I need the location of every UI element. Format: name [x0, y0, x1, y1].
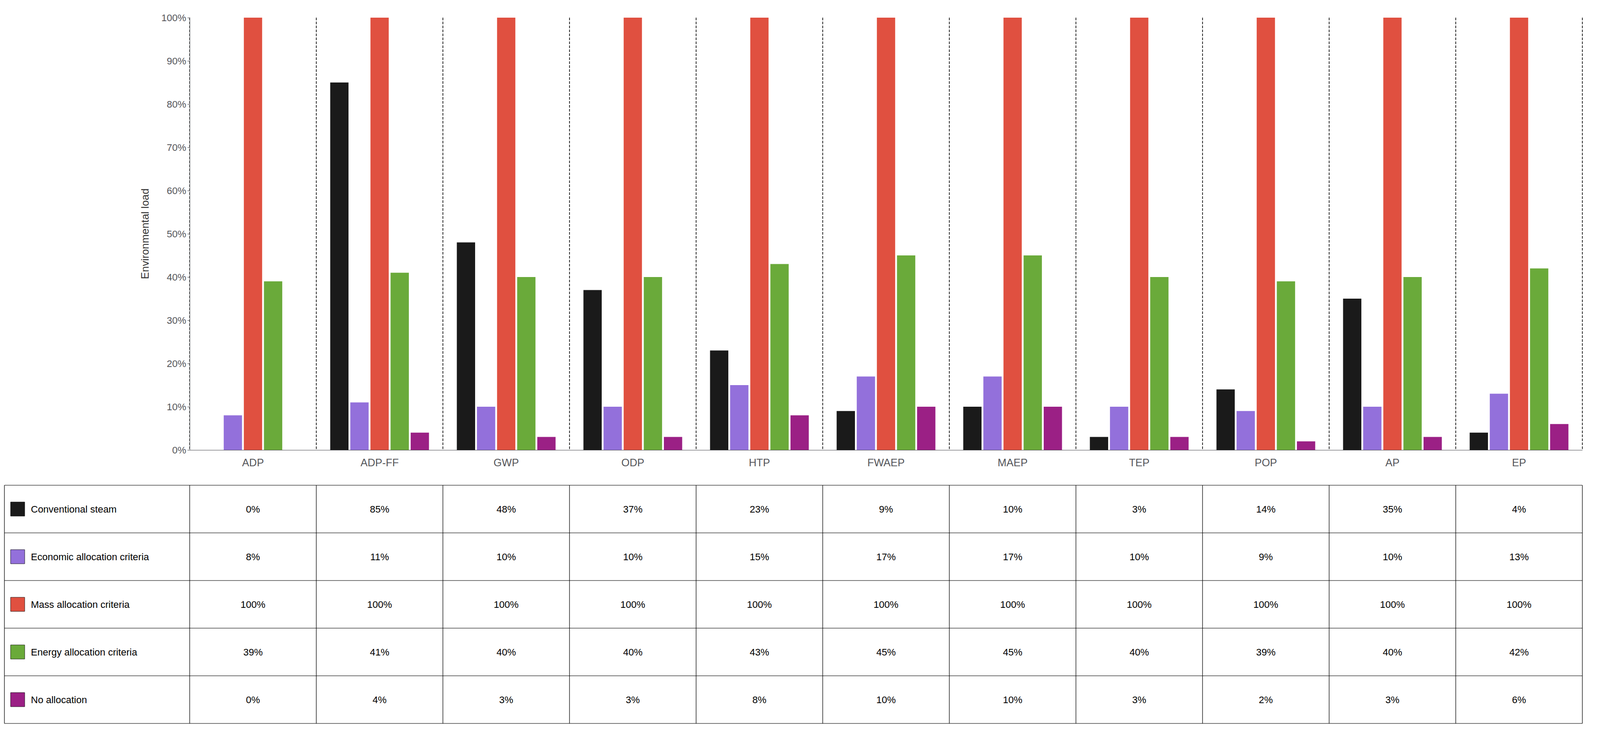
svg-text:TEP: TEP — [1128, 456, 1150, 469]
svg-text:48%: 48% — [496, 503, 516, 515]
svg-text:0%: 0% — [246, 503, 261, 515]
svg-text:10%: 10% — [1002, 694, 1023, 706]
svg-text:17%: 17% — [1002, 551, 1023, 563]
svg-text:15%: 15% — [749, 551, 769, 563]
svg-text:100%: 100% — [1126, 599, 1152, 611]
svg-text:50%: 50% — [166, 228, 187, 240]
svg-text:100%: 100% — [493, 599, 519, 611]
svg-text:100%: 100% — [1000, 599, 1025, 611]
svg-text:9%: 9% — [1259, 551, 1274, 563]
svg-text:ODP: ODP — [621, 456, 645, 469]
svg-text:100%: 100% — [620, 599, 645, 611]
svg-text:30%: 30% — [166, 314, 187, 326]
svg-text:60%: 60% — [166, 185, 187, 197]
svg-text:10%: 10% — [622, 551, 643, 563]
svg-text:23%: 23% — [749, 503, 769, 515]
svg-text:11%: 11% — [370, 551, 389, 563]
svg-text:10%: 10% — [1002, 503, 1023, 515]
svg-text:40%: 40% — [166, 271, 187, 283]
svg-text:90%: 90% — [166, 55, 187, 67]
svg-text:2%: 2% — [1259, 694, 1274, 706]
svg-text:41%: 41% — [369, 646, 390, 658]
svg-text:45%: 45% — [876, 646, 896, 658]
svg-text:3%: 3% — [1385, 694, 1400, 706]
svg-text:37%: 37% — [622, 503, 643, 515]
svg-text:MAEP: MAEP — [997, 456, 1028, 469]
svg-text:100%: 100% — [1379, 599, 1405, 611]
svg-text:ADP-FF: ADP-FF — [360, 456, 399, 469]
svg-text:40%: 40% — [622, 646, 643, 658]
svg-text:100%: 100% — [746, 599, 772, 611]
svg-text:100%: 100% — [240, 599, 266, 611]
svg-text:ADP: ADP — [242, 456, 264, 469]
svg-text:13%: 13% — [1509, 551, 1529, 563]
svg-text:Environmental load: Environmental load — [138, 188, 151, 279]
svg-text:39%: 39% — [1255, 646, 1276, 658]
svg-text:35%: 35% — [1382, 503, 1402, 515]
svg-text:42%: 42% — [1509, 646, 1529, 658]
svg-text:0%: 0% — [172, 444, 187, 456]
svg-text:40%: 40% — [1382, 646, 1402, 658]
svg-text:HTP: HTP — [749, 456, 771, 469]
svg-text:Economic allocation criteria: Economic allocation criteria — [30, 551, 150, 563]
svg-text:Mass allocation criteria: Mass allocation criteria — [30, 599, 131, 611]
svg-text:Energy allocation criteria: Energy allocation criteria — [30, 646, 138, 658]
svg-text:3%: 3% — [1132, 694, 1147, 706]
svg-text:43%: 43% — [749, 646, 769, 658]
svg-text:39%: 39% — [243, 646, 263, 658]
svg-text:8%: 8% — [246, 551, 261, 563]
svg-text:GWP: GWP — [493, 456, 519, 469]
svg-text:No allocation: No allocation — [30, 694, 87, 706]
svg-text:4%: 4% — [372, 694, 387, 706]
svg-text:70%: 70% — [166, 142, 187, 154]
svg-text:3%: 3% — [1132, 503, 1147, 515]
svg-text:100%: 100% — [873, 599, 899, 611]
svg-text:3%: 3% — [499, 694, 514, 706]
svg-text:100%: 100% — [161, 12, 187, 24]
svg-text:AP: AP — [1385, 456, 1400, 469]
svg-text:8%: 8% — [752, 694, 767, 706]
svg-text:45%: 45% — [1002, 646, 1023, 658]
svg-text:10%: 10% — [166, 401, 187, 413]
svg-text:40%: 40% — [1129, 646, 1149, 658]
svg-text:Conventional steam: Conventional steam — [30, 503, 117, 515]
svg-text:FWAEP: FWAEP — [867, 456, 905, 469]
svg-text:3%: 3% — [625, 694, 641, 706]
svg-text:10%: 10% — [1129, 551, 1149, 563]
svg-text:100%: 100% — [1253, 599, 1278, 611]
svg-text:40%: 40% — [496, 646, 516, 658]
svg-text:POP: POP — [1254, 456, 1278, 469]
svg-text:17%: 17% — [876, 551, 896, 563]
svg-text:10%: 10% — [496, 551, 516, 563]
svg-text:14%: 14% — [1255, 503, 1276, 515]
svg-text:0%: 0% — [246, 694, 261, 706]
svg-text:EP: EP — [1511, 456, 1526, 469]
svg-text:85%: 85% — [369, 503, 390, 515]
svg-text:100%: 100% — [367, 599, 392, 611]
svg-text:20%: 20% — [166, 358, 187, 370]
svg-text:80%: 80% — [166, 98, 187, 110]
svg-text:10%: 10% — [876, 694, 896, 706]
svg-text:4%: 4% — [1512, 503, 1527, 515]
svg-text:9%: 9% — [879, 503, 894, 515]
svg-text:100%: 100% — [1506, 599, 1532, 611]
svg-text:10%: 10% — [1382, 551, 1402, 563]
svg-text:6%: 6% — [1512, 694, 1527, 706]
